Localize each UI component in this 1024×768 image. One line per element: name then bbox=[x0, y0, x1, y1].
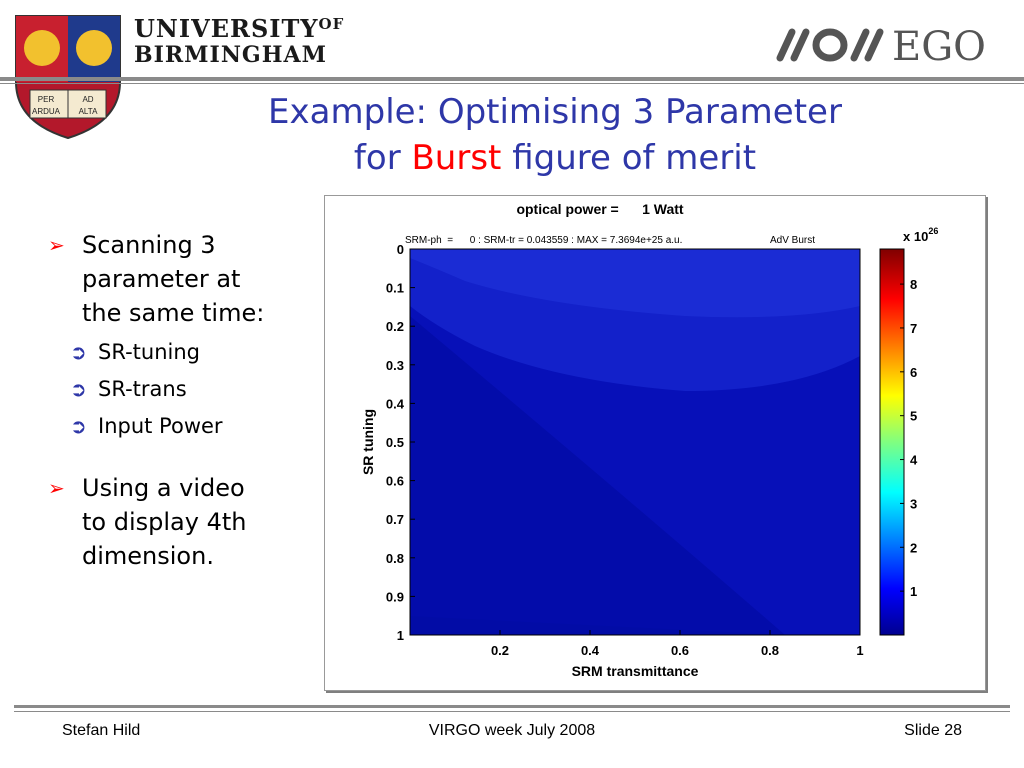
chart-title: optical power = 1 Watt bbox=[516, 201, 683, 217]
x-axis-label: SRM transmittance bbox=[572, 663, 699, 679]
title-highlight: Burst bbox=[411, 138, 502, 178]
bullet-line: to display 4th bbox=[82, 508, 247, 536]
header-rule bbox=[0, 77, 1024, 81]
bullet-line: Using a video bbox=[82, 474, 245, 502]
y-tick-label: 0.6 bbox=[386, 474, 404, 489]
colorbar-tick-label: 6 bbox=[910, 365, 917, 380]
bullet-line: Scanning 3 bbox=[82, 231, 216, 259]
colorbar-exponent-label: x 1026 bbox=[903, 226, 938, 244]
sub-bullet-item: ➲ SR-tuning bbox=[18, 334, 328, 371]
y-tick-label: 0.3 bbox=[386, 358, 404, 373]
y-tick-label: 0.5 bbox=[386, 435, 404, 450]
y-tick-label: 0.9 bbox=[386, 589, 404, 604]
heatmap-plot-area bbox=[409, 248, 861, 636]
x-tick-label: 0.4 bbox=[581, 643, 600, 658]
y-tick-label: 0.7 bbox=[386, 512, 404, 527]
university-of: OF bbox=[318, 15, 345, 33]
crest-motto-word: PER bbox=[38, 95, 55, 104]
x-tick-label: 0.8 bbox=[761, 643, 779, 658]
header-rule-thin bbox=[0, 83, 1024, 84]
sub-bullet-text: Input Power bbox=[98, 414, 223, 438]
sub-bullet-text: SR-tuning bbox=[98, 340, 200, 364]
colorbar-tick-label: 4 bbox=[910, 453, 918, 468]
bullet-item: ➢ Scanning 3 parameter at the same time: bbox=[48, 228, 328, 330]
y-tick-label: 0.4 bbox=[386, 396, 405, 411]
colorbar-tick-label: 5 bbox=[910, 409, 917, 424]
footer-rule-thin bbox=[14, 711, 1010, 712]
slide-title-line1: Example: Optimising 3 Parameter bbox=[268, 92, 842, 132]
colorbar-tick-label: 1 bbox=[910, 584, 917, 599]
x-axis-ticks: 0.2 0.4 0.6 0.8 1 bbox=[491, 630, 864, 658]
y-tick-label: 0 bbox=[397, 242, 404, 257]
colorbar-tick-label: 3 bbox=[910, 496, 917, 511]
ego-wave-icon: EGO bbox=[776, 24, 986, 70]
x-tick-label: 1 bbox=[856, 643, 863, 658]
y-tick-label: 0.8 bbox=[386, 551, 404, 566]
crest-motto-word: ARDUA bbox=[32, 107, 61, 116]
crest-motto-word: ALTA bbox=[79, 107, 98, 116]
colorbar-gradient bbox=[879, 248, 905, 636]
circle-arrow-icon: ➲ bbox=[70, 340, 87, 364]
colorbar-tick-label: 8 bbox=[910, 277, 917, 292]
university-name-line1: UNIVERSITYOF bbox=[134, 14, 344, 43]
heatmap-region-top bbox=[410, 249, 860, 318]
circle-arrow-icon: ➲ bbox=[70, 377, 87, 401]
y-axis-label: SR tuning bbox=[360, 409, 376, 475]
y-tick-label: 0.2 bbox=[386, 319, 404, 334]
ego-text: EGO bbox=[892, 24, 986, 70]
circle-arrow-icon: ➲ bbox=[70, 414, 87, 438]
crest-motto-word: AD bbox=[82, 95, 93, 104]
bullet-line: parameter at bbox=[82, 265, 241, 293]
figure-frame: optical power = 1 Watt SRM-ph = 0 : SRM-… bbox=[324, 195, 986, 691]
title-pre: for bbox=[353, 138, 412, 178]
footer-event: VIRGO week July 2008 bbox=[428, 722, 596, 739]
colorbar-ticks: 1 2 3 4 5 6 7 8 bbox=[900, 277, 918, 599]
heatmap-region-lower bbox=[410, 316, 785, 635]
colorbar-tick-label: 2 bbox=[910, 540, 917, 555]
title-post: figure of merit bbox=[501, 138, 757, 178]
colorbar: 1 2 3 4 5 6 7 8 x 1026 bbox=[879, 226, 938, 636]
university-name-line2: BIRMINGHAM bbox=[134, 42, 327, 68]
arrow-right-icon: ➢ bbox=[48, 476, 65, 500]
y-tick-label: 0.1 bbox=[386, 281, 404, 296]
colorbar-multiplier: x 10 bbox=[903, 229, 928, 244]
colorbar-exponent: 26 bbox=[928, 226, 938, 236]
bullet-item: ➢ Using a video to display 4th dimension… bbox=[48, 471, 328, 573]
footer-author: Stefan Hild bbox=[62, 722, 141, 739]
university-logo: PER AD ARDUA ALTA bbox=[8, 12, 328, 142]
university-word: UNIVERSITY bbox=[134, 14, 319, 43]
university-crest-icon: PER AD ARDUA ALTA bbox=[15, 15, 121, 140]
chart-subtitle-right: AdV Burst bbox=[770, 235, 815, 246]
slide-title-line2: for Burst figure of merit bbox=[0, 138, 1024, 178]
footer-rule bbox=[14, 705, 1010, 708]
ego-logo: EGO bbox=[770, 16, 1000, 76]
y-axis-ticks: 0 0.1 0.2 0.3 0.4 0.5 0.6 0.7 0.8 0.9 1 bbox=[386, 242, 415, 643]
bullet-line: dimension. bbox=[82, 542, 214, 570]
sub-bullet-item: ➲ SR-trans bbox=[18, 371, 328, 408]
colorbar-tick-label: 7 bbox=[910, 321, 917, 336]
x-tick-label: 0.2 bbox=[491, 643, 509, 658]
bullet-list: ➢ Scanning 3 parameter at the same time:… bbox=[48, 228, 328, 573]
sub-bullet-text: SR-trans bbox=[98, 377, 187, 401]
chart-subtitle-left: SRM-ph = 0 : SRM-tr = 0.043559 : MAX = 7… bbox=[405, 235, 682, 246]
sub-bullet-item: ➲ Input Power bbox=[18, 408, 328, 445]
heatmap-chart: optical power = 1 Watt SRM-ph = 0 : SRM-… bbox=[360, 201, 938, 679]
bullet-line: the same time: bbox=[82, 299, 265, 327]
arrow-right-icon: ➢ bbox=[48, 233, 65, 257]
footer-slide-number: Slide 28 bbox=[904, 722, 962, 739]
y-tick-label: 1 bbox=[397, 628, 404, 643]
x-tick-label: 0.6 bbox=[671, 643, 689, 658]
